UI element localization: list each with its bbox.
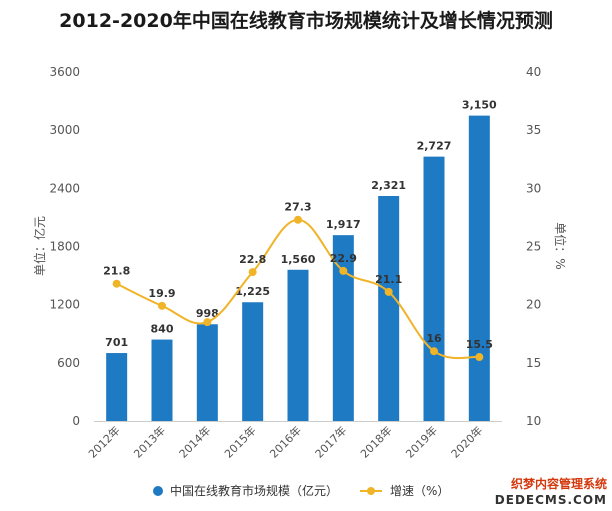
growth-value-label: 27.3 [284, 201, 311, 214]
growth-value-label: 19.9 [148, 287, 175, 300]
x-axis-ticks: 2012年 2013年 2014年 2015年 2016年 2017年 2018年 2019年… [85, 423, 485, 460]
bar-value-label: 2,321 [371, 179, 406, 192]
bar [151, 339, 173, 421]
bar-value-label: 1,225 [235, 285, 270, 298]
line-labels: 21.8 19.9 22.8 27.3 22.9 21.1 16 15.5 [103, 201, 493, 351]
x-tick-label: 2019年 [403, 423, 440, 460]
growth-value-label: 21.1 [375, 273, 402, 286]
x-tick-label: 2013年 [131, 423, 168, 460]
growth-point [158, 301, 166, 310]
growth-value-label: 22.8 [239, 253, 266, 266]
growth-point [112, 279, 121, 288]
legend-bar-marker [153, 486, 163, 496]
x-tick-label: 2015年 [221, 423, 258, 460]
legend: 中国在线教育市场规模（亿元） 增速（%） [153, 483, 449, 498]
left-tick-label: 3600 [49, 65, 80, 79]
left-tick-label: 1200 [49, 298, 80, 312]
bar-value-label: 2,727 [417, 140, 452, 153]
bar [423, 156, 445, 421]
bar-value-label: 1,560 [281, 253, 316, 266]
bar-value-label: 3,150 [462, 99, 497, 112]
corner-watermark: 织梦内容管理系统 DEDECMS.COM [491, 475, 610, 509]
bar-series [106, 115, 490, 421]
y-axis-title: 单位：亿元 [32, 216, 47, 276]
left-axis-ticks: 0 600 1200 1800 2400 3000 3600 [49, 65, 80, 428]
right-axis-ticks: 10 15 20 25 30 35 40 [526, 65, 541, 428]
corner-watermark-line1: 织梦内容管理系统 [510, 477, 607, 491]
bar-value-label: 1,917 [326, 218, 361, 231]
left-tick-label: 2400 [49, 181, 80, 195]
bar [287, 269, 309, 421]
bar-value-label: 998 [196, 307, 219, 320]
legend-bar-label: 中国在线教育市场规模（亿元） [170, 483, 338, 498]
x-tick-label: 2018年 [357, 423, 394, 460]
legend-line-label: 增速（%） [390, 484, 449, 498]
growth-point [203, 318, 212, 327]
bar [196, 324, 218, 421]
growth-point [339, 266, 348, 275]
growth-value-label: 16 [426, 332, 442, 345]
growth-value-label: 22.9 [330, 252, 357, 265]
right-tick-label: 10 [526, 414, 541, 428]
growth-point [384, 287, 393, 296]
growth-point [248, 268, 257, 277]
legend-line-marker [367, 487, 375, 495]
x-tick-label: 2017年 [312, 423, 349, 460]
right-tick-label: 35 [526, 123, 541, 137]
growth-value-label: 21.8 [103, 265, 130, 278]
chart-title: 2012-2020年中国在线教育市场规模统计及增长情况预测 [59, 10, 553, 32]
bar [242, 302, 264, 421]
right-tick-label: 30 [526, 181, 541, 195]
left-tick-label: 1800 [49, 240, 80, 254]
left-tick-label: 0 [72, 414, 80, 428]
growth-point [475, 353, 484, 362]
x-tick-label: 2016年 [267, 423, 304, 460]
corner-watermark-line2: DEDECMS.COM [494, 493, 607, 507]
x-tick-label: 2020年 [448, 423, 485, 460]
bar-value-label: 840 [151, 323, 174, 336]
bar [332, 235, 354, 421]
x-tick-label: 2014年 [176, 423, 213, 460]
right-tick-label: 40 [526, 65, 541, 79]
bar [378, 195, 400, 421]
bar-labels: 701 840 998 1,225 1,560 1,917 2,321 2,727 3,150 [105, 99, 497, 349]
right-tick-label: 20 [526, 298, 541, 312]
bar [106, 353, 128, 421]
left-tick-label: 600 [57, 356, 80, 370]
bar [468, 115, 490, 421]
right-tick-label: 15 [526, 356, 541, 370]
line-series [112, 215, 484, 362]
x-tick-label: 2012年 [85, 423, 122, 460]
growth-point [294, 215, 302, 224]
right-tick-label: 25 [526, 240, 541, 254]
left-tick-label: 3000 [49, 123, 80, 137]
y2-axis-title: 单位：% [553, 222, 568, 269]
growth-value-label: 15.5 [466, 338, 493, 351]
bar-value-label: 701 [105, 336, 128, 349]
growth-point [430, 347, 438, 356]
